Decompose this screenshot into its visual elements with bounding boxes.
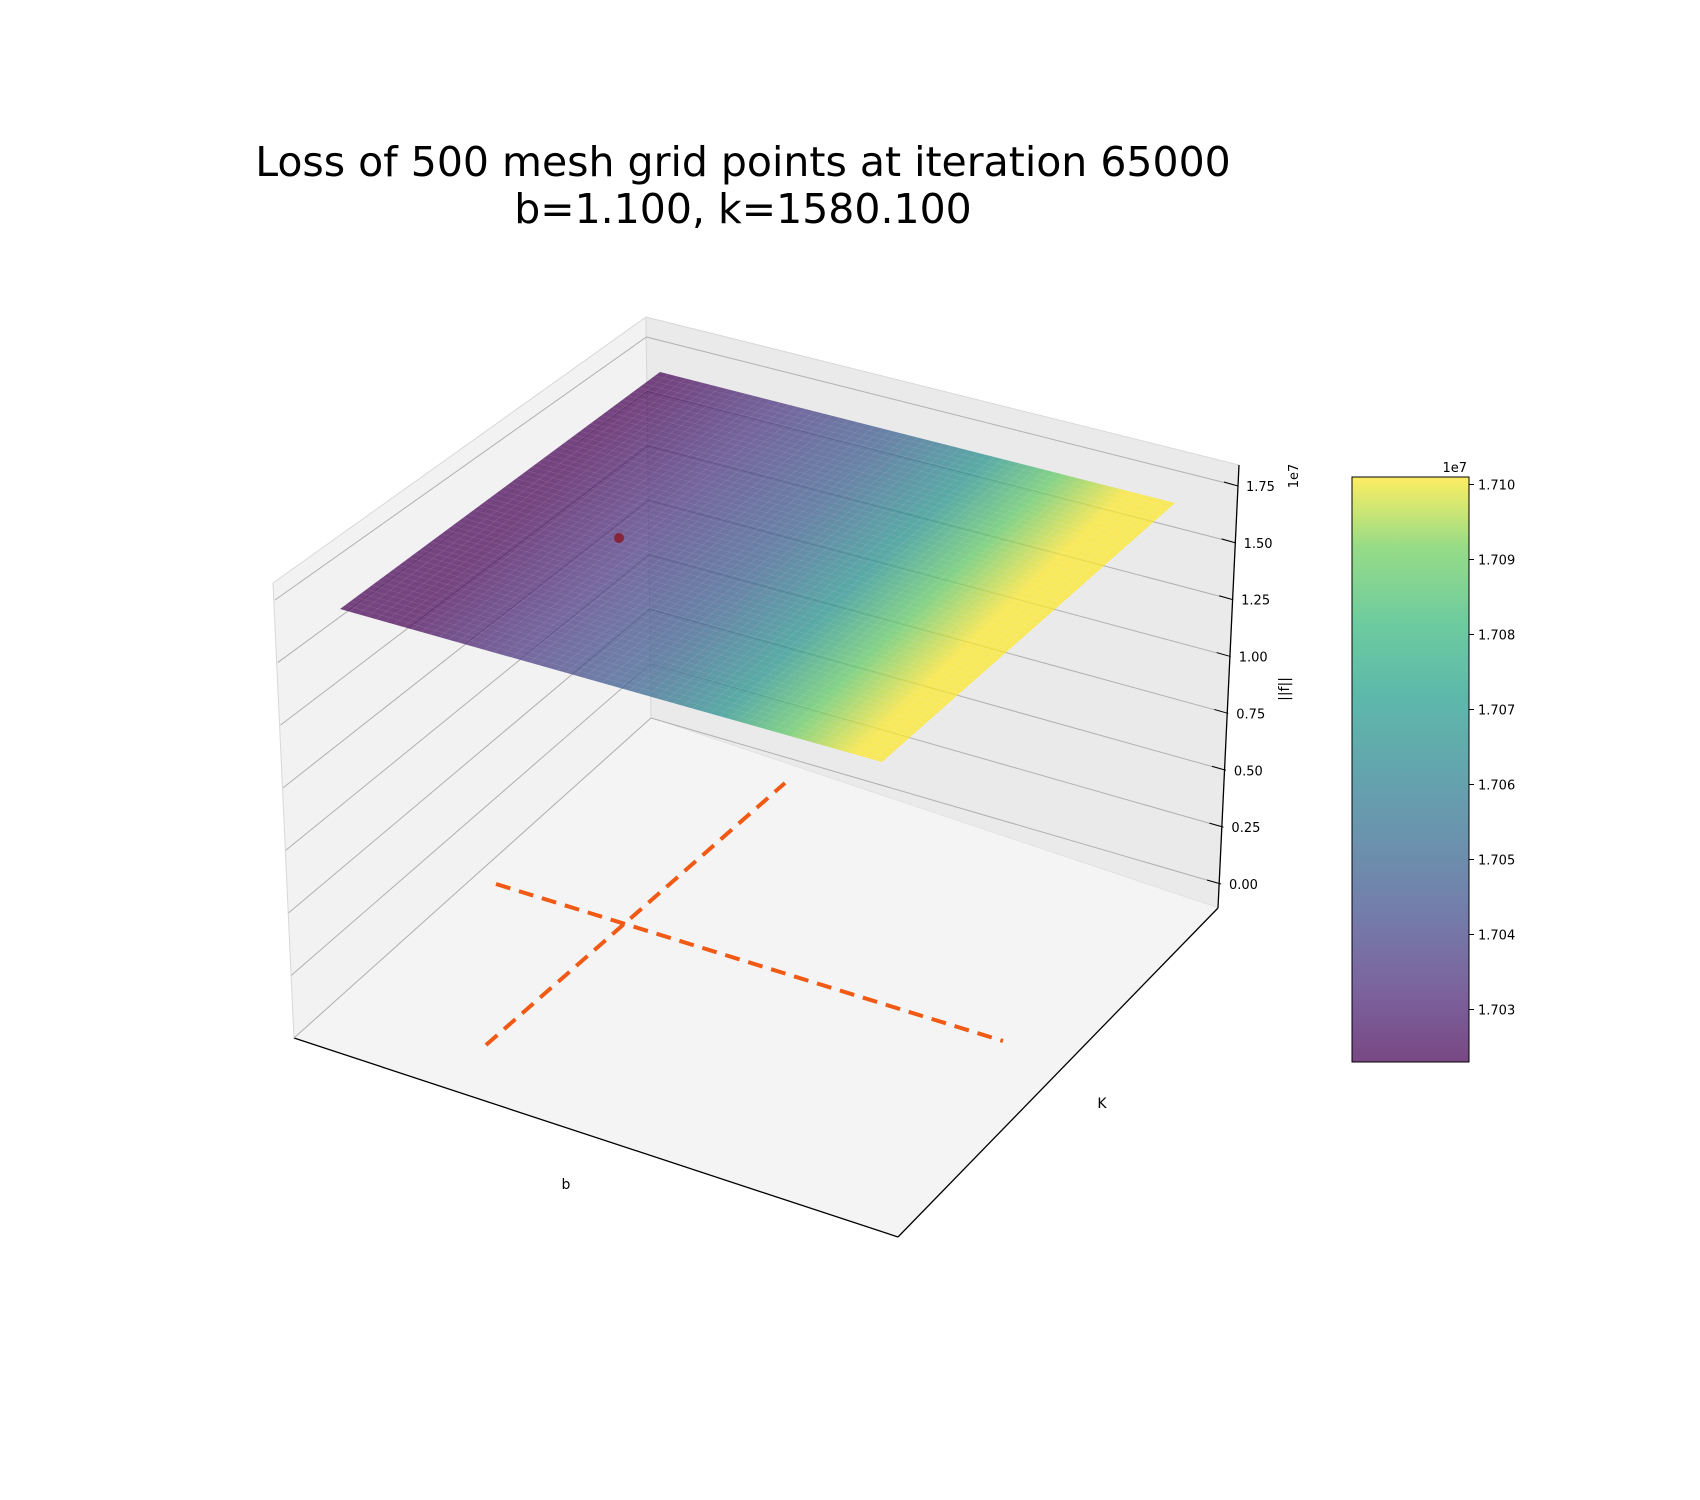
z-tick-mark (1219, 595, 1234, 601)
floor-line-k (484, 781, 787, 1047)
z-gridline-back (646, 336, 1235, 486)
floor-line-b (495, 882, 1004, 1043)
colorbar-tick-label: 1.707 (1478, 704, 1515, 719)
k-axis-line (897, 907, 1219, 1238)
colorbar-ticks: 1.703 1.704 1.705 1.706 1.707 1.708 1.709 1.710 (1469, 479, 1515, 1019)
colorbar-tick-label: 1.708 (1478, 629, 1515, 644)
z-gridline-left (274, 336, 647, 601)
z-gridline-back (650, 717, 1218, 884)
colorbar-tick-label: 1.703 (1478, 1004, 1515, 1019)
z-ticks: 0.00 0.25 0.50 0.75 1.00 1.25 1.50 1.75 (1206, 480, 1275, 893)
z-tick-mark (1206, 879, 1222, 885)
z-tick-label: 0.50 (1234, 764, 1263, 779)
colorbar-offset-label: 1e7 (1442, 461, 1467, 476)
colorbar-tick-label: 1.709 (1478, 554, 1515, 569)
z-tick-mark (1209, 822, 1224, 828)
colorbar-tick-label: 1.704 (1478, 929, 1515, 944)
z-tick-mark (1211, 765, 1226, 771)
z-gridline-left (293, 717, 652, 1039)
colorbar (1351, 476, 1470, 1063)
z-tick-label: 0.25 (1231, 821, 1260, 836)
z-axis-label: ||f|| (1277, 677, 1293, 701)
colorbar-tick-label: 1.706 (1478, 779, 1515, 794)
z-offset-label: 1e7 (1287, 464, 1302, 489)
z-tick-label: 0.75 (1236, 707, 1265, 722)
x-axis-label: b (562, 1177, 571, 1193)
current-point-marker (614, 533, 624, 543)
z-tick-mark (1221, 538, 1236, 544)
z-tick-label: 1.00 (1239, 651, 1268, 666)
z-gridline-left (290, 663, 651, 976)
floor-pane (294, 718, 1218, 1237)
z-tick-label: 1.25 (1241, 594, 1270, 609)
surface-mesh (345, 373, 1171, 760)
z-tick-mark (1223, 481, 1239, 487)
z-axis-line (1217, 464, 1240, 909)
chart-title-line-2: b=1.100, k=1580.100 (514, 185, 972, 233)
z-tick-mark (1214, 708, 1229, 714)
colorbar-tick-label: 1.705 (1478, 854, 1515, 869)
y-axis-label: K (1097, 1096, 1107, 1112)
loss-surface (340, 372, 1175, 762)
colorbar-tick-label: 1.710 (1478, 479, 1515, 494)
b-axis-line (293, 1037, 899, 1238)
z-tick-label: 1.50 (1244, 537, 1273, 552)
z-tick-mark (1216, 652, 1231, 658)
z-tick-label: 0.00 (1229, 878, 1258, 893)
z-tick-label: 1.75 (1246, 480, 1275, 495)
chart-title-line-1: Loss of 500 mesh grid points at iteratio… (255, 138, 1231, 186)
